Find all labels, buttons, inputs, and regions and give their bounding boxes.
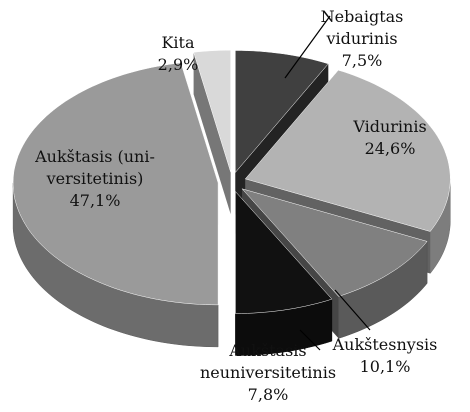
slice-value-label: 7,5% xyxy=(342,51,383,70)
pie-slice xyxy=(241,188,428,297)
leader-line xyxy=(299,329,321,351)
leader-line xyxy=(284,15,331,79)
slice-value-label: 7,8% xyxy=(248,385,289,404)
slice-label: Vidurinis xyxy=(352,117,426,136)
slice-value-label: 24,6% xyxy=(365,139,416,158)
pie-slice xyxy=(193,49,231,173)
slice-label: Aukštasis neuniversitetinis xyxy=(200,341,336,382)
pie-slice xyxy=(12,62,219,306)
slice-value-label: 47,1% xyxy=(70,191,121,210)
slice-label: Aukštasis (uni-versitetinis) xyxy=(34,147,155,188)
leader-line xyxy=(334,289,371,331)
pie-slice xyxy=(244,69,451,232)
slice-value-label: 10,1% xyxy=(360,357,411,376)
slice-label: Nebaigtas vidurinis xyxy=(321,7,404,48)
slice-wall xyxy=(193,52,231,215)
slice-label: Kita xyxy=(161,33,195,52)
pie-slice xyxy=(235,50,329,174)
slice-value-label: 2,9% xyxy=(158,55,199,74)
slice-label: Aukštesnysis xyxy=(332,335,438,354)
pie-slice xyxy=(235,190,333,314)
